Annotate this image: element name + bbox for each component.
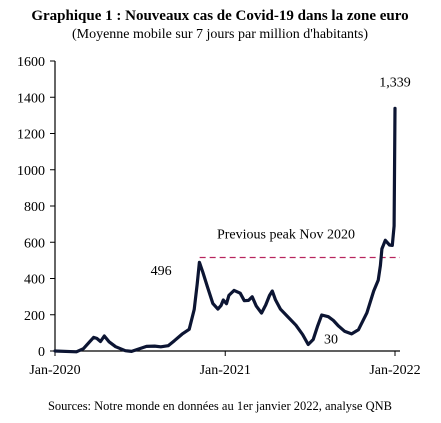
y-tick-label: 0 xyxy=(38,345,45,360)
y-tick-label: 1600 xyxy=(17,55,45,70)
x-tick-label: Jan-2022 xyxy=(369,363,420,378)
annotations: 496 30 1,339 xyxy=(151,75,411,347)
y-tick-label: 200 xyxy=(24,309,45,324)
chart-title: Graphique 1 : Nouveaux cas de Covid-19 d… xyxy=(31,8,408,24)
y-tick-label: 1200 xyxy=(17,128,45,143)
data-label: 30 xyxy=(324,333,338,348)
data-label: 1,339 xyxy=(379,75,411,90)
series-line xyxy=(53,106,397,354)
y-tick-label: 1000 xyxy=(17,164,45,179)
chart-subtitle: (Moyenne mobile sur 7 jours par million … xyxy=(72,27,368,42)
source-note: Sources: Notre monde en données au 1er j… xyxy=(48,399,392,413)
y-tick-label: 1400 xyxy=(17,91,45,106)
data-label: 496 xyxy=(151,264,172,279)
y-tick-label: 800 xyxy=(24,200,45,215)
y-tick-label: 600 xyxy=(24,236,45,251)
x-ticks: Jan-2020 Jan-2021 Jan-2022 xyxy=(29,351,421,378)
y-tick-label: 400 xyxy=(24,273,45,288)
x-tick-label: Jan-2020 xyxy=(29,363,80,378)
previous-peak-label: Previous peak Nov 2020 xyxy=(217,227,355,242)
x-tick-label: Jan-2021 xyxy=(200,363,251,378)
y-ticks: 0 200 400 600 800 1000 1200 1400 1600 xyxy=(17,55,55,360)
